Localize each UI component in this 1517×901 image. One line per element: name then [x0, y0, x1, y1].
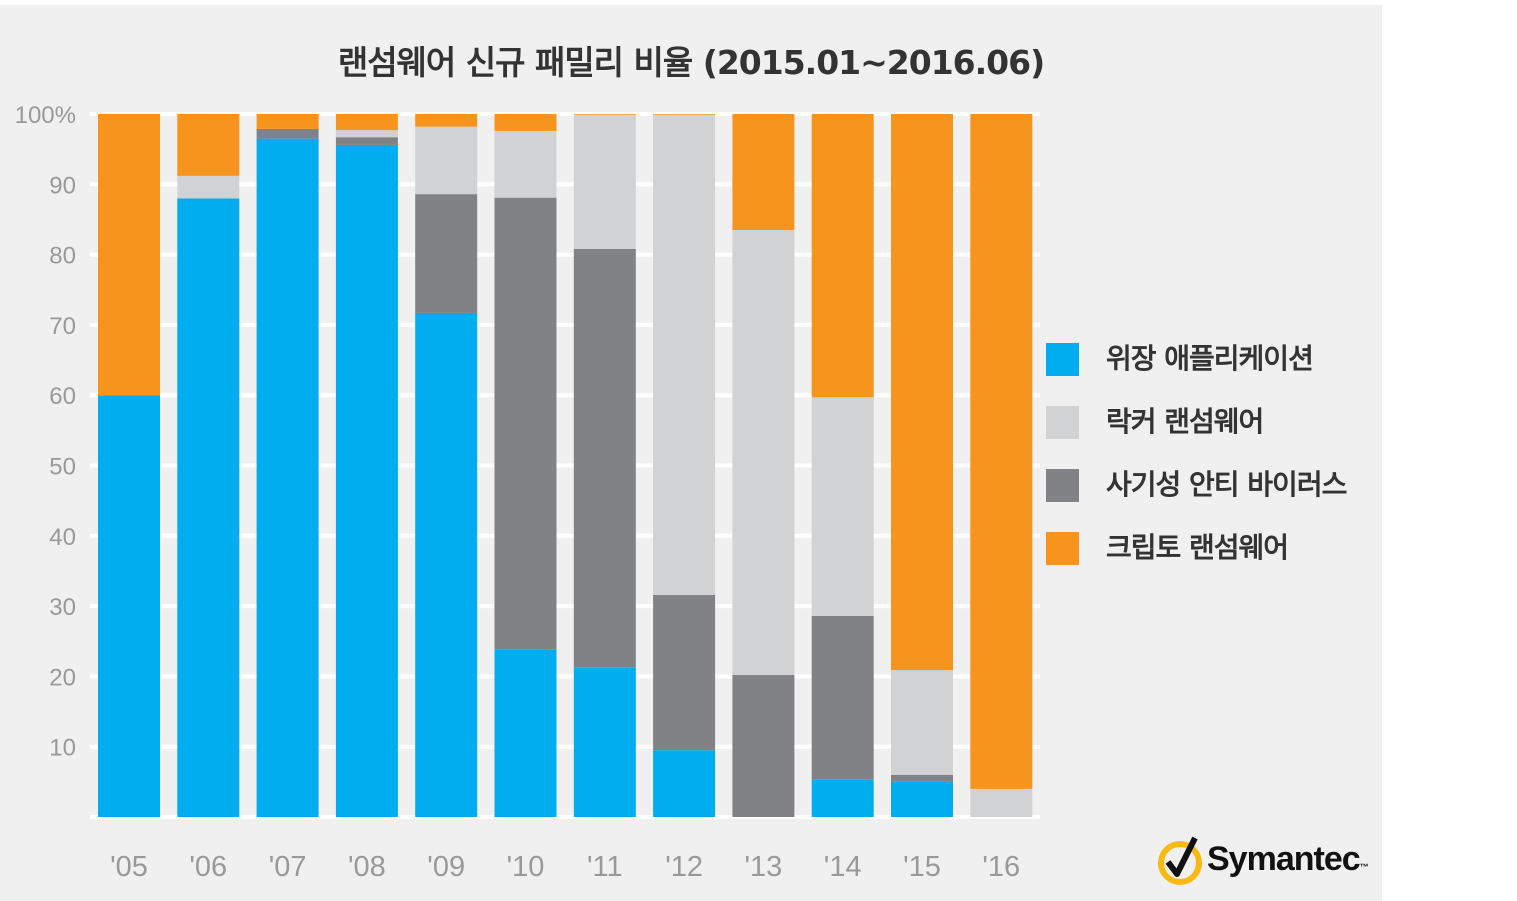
- bar-segment: [653, 114, 716, 595]
- bar-segment: [256, 138, 319, 818]
- bar-segment: [256, 128, 319, 139]
- y-tick-label: 70: [49, 313, 76, 340]
- legend-swatch: [1046, 469, 1079, 502]
- legend-label: 크립토 랜섬웨어: [1106, 531, 1289, 564]
- legend-item: 락커 랜섬웨어: [1046, 405, 1386, 440]
- bar-segment: [891, 670, 953, 775]
- bar-segment: [891, 774, 953, 782]
- bar-segment: [811, 114, 874, 398]
- bar-segment: [177, 114, 240, 176]
- y-tick-label: 30: [49, 594, 76, 621]
- logo-text: Symantec™: [1207, 840, 1369, 878]
- x-tick-label: '05: [110, 851, 148, 883]
- y-tick-label: 20: [49, 664, 76, 691]
- bar-segment: [573, 114, 636, 249]
- bar-segment: [970, 788, 1033, 817]
- legend-item: 크립토 랜섬웨어: [1046, 531, 1386, 566]
- bar-segment: [177, 198, 240, 818]
- x-tick-label: '08: [348, 851, 386, 883]
- bar-segment: [653, 594, 716, 751]
- y-tick-label: 100%: [15, 102, 76, 129]
- bar-segment: [98, 114, 160, 396]
- bar-segment: [732, 114, 795, 230]
- x-tick-label: '12: [665, 851, 703, 883]
- x-tick-label: '14: [824, 851, 862, 883]
- y-tick-label: 90: [49, 172, 76, 199]
- legend-item: 위장 애플리케이션: [1046, 342, 1386, 377]
- legend-swatch: [1046, 343, 1079, 376]
- bar-segment: [415, 126, 478, 195]
- symantec-logo: Symantec™: [1155, 832, 1369, 888]
- y-tick-label: 10: [49, 735, 76, 762]
- legend-label: 락커 랜섬웨어: [1106, 405, 1264, 438]
- bar-segment: [494, 130, 557, 198]
- bar-segment: [811, 397, 874, 616]
- bar-segment: [98, 395, 160, 817]
- legend-swatch: [1046, 532, 1079, 565]
- bar-segment: [335, 130, 398, 138]
- bar-segment: [415, 114, 478, 127]
- y-tick-label: 40: [49, 524, 76, 551]
- x-tick-label: '09: [427, 851, 465, 883]
- x-tick-label: '11: [587, 851, 623, 883]
- legend-label: 위장 애플리케이션: [1106, 342, 1314, 375]
- bar-segment: [573, 114, 636, 115]
- bar-segment: [335, 114, 398, 131]
- x-tick-label: '06: [189, 851, 227, 883]
- bar-segment: [970, 114, 1033, 789]
- bar-segment: [494, 197, 557, 650]
- x-tick-label: '10: [507, 851, 545, 883]
- bar-segment: [335, 137, 398, 145]
- bar-segment: [415, 312, 478, 817]
- x-tick-label: '16: [982, 851, 1020, 883]
- bar-segment: [653, 750, 716, 817]
- bar-segment: [811, 779, 874, 817]
- legend-label: 사기성 안티 바이러스: [1106, 468, 1347, 501]
- bar-segment: [335, 144, 398, 817]
- chart-title: 랜섬웨어 신규 패밀리 비율 (2015.01~2016.06): [337, 43, 1045, 82]
- bar-segment: [891, 114, 953, 671]
- y-tick-label: 50: [49, 454, 76, 481]
- bar-segment: [494, 114, 557, 131]
- bar-segment: [811, 615, 874, 780]
- bar-segment: [494, 649, 557, 817]
- x-tick-label: '15: [903, 851, 941, 883]
- bar-segment: [415, 194, 478, 313]
- checkmark-logo-icon: [1158, 836, 1202, 885]
- bar-segment: [653, 114, 716, 115]
- x-tick-label: '07: [269, 851, 307, 883]
- bar-segment: [177, 175, 240, 199]
- bar-segment: [573, 667, 636, 817]
- bar-segment: [732, 674, 795, 817]
- y-tick-label: 60: [49, 383, 76, 410]
- x-tick-label: '13: [745, 851, 783, 883]
- bar-segment: [256, 114, 319, 129]
- bar-segment: [732, 229, 795, 675]
- bar-segment: [891, 781, 953, 817]
- bar-segment: [573, 248, 636, 668]
- y-tick-label: 80: [49, 243, 76, 270]
- legend-swatch: [1046, 406, 1079, 439]
- legend-item: 사기성 안티 바이러스: [1046, 468, 1386, 503]
